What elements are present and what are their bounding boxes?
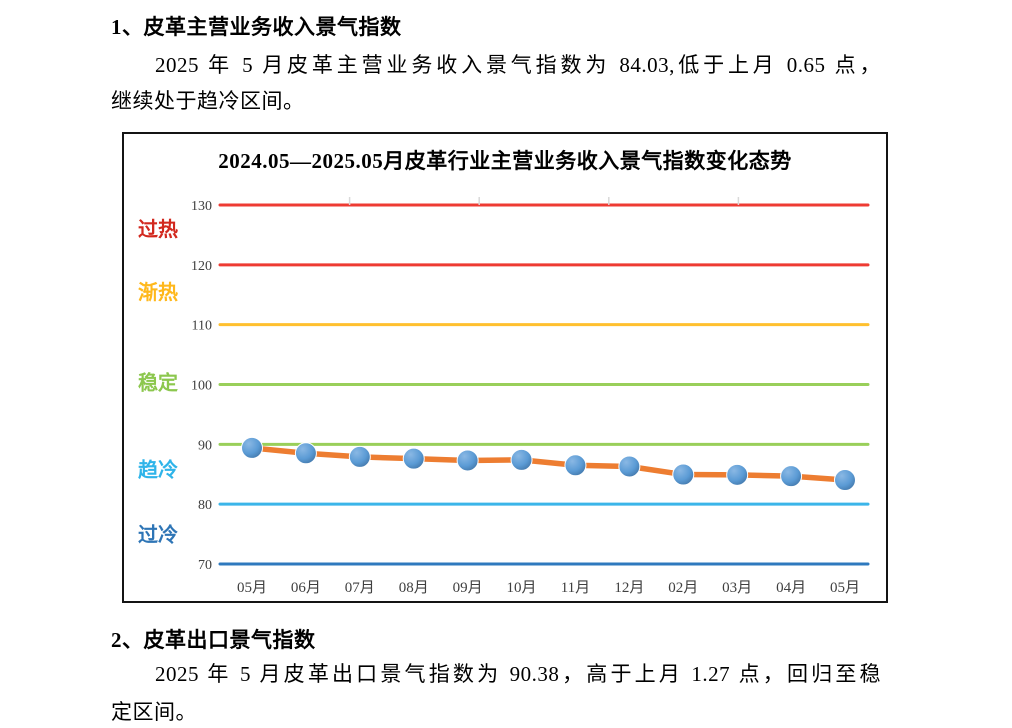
chart-title: 2024.05—2025.05月皮革行业主营业务收入景气指数变化态势 — [218, 149, 792, 173]
data-point — [780, 465, 803, 488]
section2-paragraph-line2: 定区间。 — [111, 700, 197, 724]
x-tick-label: 03月 — [722, 580, 752, 596]
x-tick-label: 07月 — [345, 580, 375, 596]
y-tick-label: 130 — [191, 199, 212, 214]
section1-paragraph-line2: 继续处于趋冷区间。 — [111, 89, 305, 113]
data-point — [294, 442, 317, 465]
data-point — [564, 454, 587, 477]
y-tick-label: 110 — [192, 319, 212, 334]
section2-paragraph-line1: 2025 年 5 月皮革出口景气指数为 90.38，高于上月 1.27 点，回归… — [155, 662, 881, 686]
data-point — [618, 455, 641, 478]
y-tick-label: 90 — [198, 438, 212, 453]
section1-heading: 1、皮革主营业务收入景气指数 — [111, 15, 402, 39]
y-tick-label: 80 — [198, 498, 212, 513]
data-point — [672, 463, 695, 486]
data-point — [834, 469, 856, 492]
zone-label: 过热 — [138, 218, 178, 241]
y-tick-label: 100 — [191, 378, 212, 393]
data-point — [402, 447, 425, 470]
data-point — [456, 449, 479, 472]
section1-paragraph-line1: 2025 年 5 月皮革主营业务收入景气指数为 84.03,低于上月 0.65 … — [155, 53, 881, 77]
x-tick-label: 09月 — [453, 580, 483, 596]
x-tick-label: 08月 — [399, 580, 429, 596]
x-tick-label: 02月 — [668, 580, 698, 596]
data-point — [241, 436, 263, 459]
data-point — [348, 445, 371, 468]
x-tick-label: 10月 — [507, 580, 537, 596]
y-tick-label: 70 — [198, 558, 212, 573]
prosperity-index-chart: 2024.05—2025.05月皮革行业主营业务收入景气指数变化态势 130 12… — [122, 132, 888, 603]
zone-label: 过冷 — [138, 523, 178, 547]
zone-label: 渐热 — [138, 280, 178, 304]
data-point — [726, 463, 749, 486]
y-tick-label: 120 — [191, 259, 212, 274]
x-tick-label: 05月 — [830, 580, 860, 596]
x-tick-label: 12月 — [614, 580, 644, 596]
data-point — [510, 448, 533, 471]
zone-label: 趋冷 — [138, 457, 178, 481]
x-tick-label: 04月 — [776, 580, 806, 596]
x-tick-label: 05月 — [237, 580, 267, 596]
x-tick-label: 11月 — [561, 580, 590, 596]
x-tick-label: 06月 — [291, 580, 321, 596]
series-line — [249, 445, 848, 483]
zone-label: 稳定 — [138, 371, 178, 395]
section2-heading: 2、皮革出口景气指数 — [111, 628, 316, 652]
